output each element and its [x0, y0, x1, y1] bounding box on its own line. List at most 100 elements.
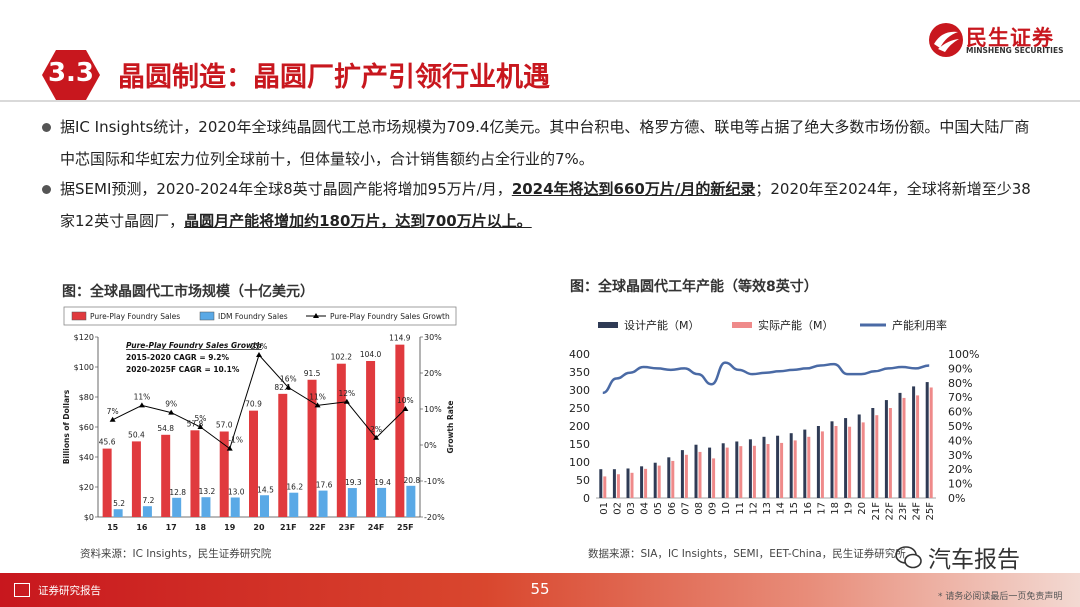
- y-tick-label: 200: [569, 420, 590, 433]
- page-number: 55: [530, 580, 550, 598]
- x-tick-label: 20: [857, 502, 868, 515]
- bar-pure-18: [190, 430, 200, 517]
- growth-point-24F: [373, 434, 380, 440]
- bar-design-08: [694, 444, 698, 498]
- growth-point-19: [226, 445, 233, 451]
- y2-tick-label: 30%: [948, 449, 972, 462]
- y2-tick-label: 50%: [948, 420, 972, 433]
- y-tick-label: 0: [583, 492, 590, 505]
- growth-label-20: 25%: [251, 342, 268, 351]
- bar-design-18: [830, 421, 834, 498]
- utilization-line: [602, 361, 930, 395]
- bar-actual-07: [684, 454, 688, 498]
- bar-label-pure-22F: 91.5: [304, 369, 321, 378]
- bar-pure-15: [102, 448, 112, 517]
- bar-actual-10: [725, 447, 729, 498]
- page-title: 晶圆制造：晶圆厂扩产引领行业机遇: [118, 62, 550, 93]
- x-tick-label: 09: [708, 502, 719, 515]
- bar-idm-15: [113, 509, 123, 517]
- x-tick-label: 05: [653, 502, 664, 515]
- legend-swatch-design: [598, 322, 618, 328]
- x-tick-label: 17: [816, 502, 827, 515]
- watermark-text: 汽车报告: [928, 547, 1020, 573]
- foundry-capacity-chart: 设计产能（M） 实际产能（M） 产能利用率050100150200250300350…: [569, 318, 979, 521]
- bar-label-pure-21F: 82.1: [274, 383, 291, 392]
- x-tick-label: 17: [166, 523, 177, 532]
- bar-pure-21F: [278, 393, 288, 517]
- growth-point-21F: [285, 384, 292, 390]
- y-tick-label: 100: [569, 456, 590, 469]
- growth-label-16: 11%: [134, 392, 151, 401]
- bar-design-23F: [898, 392, 902, 498]
- bar-design-11: [735, 441, 739, 498]
- growth-point-22F: [314, 402, 321, 408]
- bar-actual-06: [671, 460, 675, 498]
- y-tick-label: 300: [569, 384, 590, 397]
- bullet-2-highlight-2: 晶圆月产能将增加约180万片，达到700万片以上。: [184, 212, 532, 230]
- minsheng-logo-icon: [929, 23, 963, 57]
- y2-tick-label: 0%: [424, 441, 437, 450]
- bar-label-pure-16: 50.4: [128, 430, 145, 439]
- bar-idm-22F: [318, 490, 328, 517]
- bar-pure-19: [219, 431, 229, 517]
- y2-tick-label: 70%: [948, 391, 972, 404]
- footer-label: 证券研究报告: [38, 585, 101, 597]
- bullet-2-part2: ；2020年至2024年，全球将新增至少38家12英寸晶圆厂，: [60, 180, 1031, 230]
- bar-design-22F: [884, 400, 888, 498]
- bar-pure-22F: [307, 379, 317, 517]
- bar-label-idm-18: 13.2: [199, 487, 216, 496]
- y2-tick-label: 0%: [948, 492, 965, 505]
- bar-design-10: [721, 443, 725, 498]
- bar-actual-20: [861, 422, 865, 498]
- x-tick-label: 15: [107, 523, 119, 532]
- x-tick-label: 11: [735, 502, 746, 515]
- legend-label-idm: IDM Foundry Sales: [218, 312, 288, 321]
- growth-point-16: [138, 402, 145, 408]
- bar-label-idm-19: 13.0: [228, 488, 245, 497]
- bar-label-idm-17: 12.8: [169, 488, 186, 497]
- bar-idm-24F: [377, 487, 387, 517]
- bar-actual-03: [630, 472, 634, 498]
- x-tick-label: 01: [599, 502, 610, 515]
- y-tick-label: 400: [569, 348, 590, 361]
- bar-actual-21F: [875, 415, 879, 498]
- bullet-1: 据IC Insights统计，2020年全球纯晶圆代工总市场规模为709.4亿美…: [42, 111, 1038, 175]
- inset-line-2: 2020-2025F CAGR = 10.1%: [126, 365, 240, 374]
- bar-actual-08: [698, 451, 702, 498]
- bar-design-12: [748, 439, 752, 498]
- bar-idm-21F: [289, 492, 299, 517]
- x-tick-label: 24F: [912, 502, 923, 521]
- x-tick-label: 04: [640, 502, 651, 515]
- bar-idm-19: [230, 497, 240, 517]
- bullet-dot-icon: [42, 185, 51, 194]
- bar-label-pure-23F: 102.2: [331, 353, 353, 362]
- bar-actual-18: [834, 426, 838, 498]
- bar-actual-04: [644, 468, 648, 498]
- y-tick-label: $0: [84, 513, 94, 522]
- x-tick-label: 10: [721, 502, 732, 515]
- bar-pure-16: [131, 441, 141, 517]
- bar-design-07: [680, 450, 684, 498]
- inset-title: Pure-Play Foundry Sales Growth: [126, 341, 262, 350]
- bar-idm-16: [142, 506, 152, 517]
- x-tick-label: 23F: [898, 502, 909, 521]
- x-tick-label: 18: [195, 523, 207, 532]
- bullet-2-part1: 据SEMI预测，2020-2024年全球8英寸晶圆产能将增加95万片/月，: [60, 180, 512, 198]
- y2-tick-label: 90%: [948, 362, 972, 375]
- bar-design-25F: [925, 382, 929, 498]
- bar-actual-01: [603, 476, 607, 498]
- x-tick-label: 07: [680, 502, 691, 515]
- bar-label-pure-24F: 104.0: [360, 350, 382, 359]
- x-tick-label: 19: [844, 502, 855, 515]
- bar-label-idm-24F: 19.4: [374, 478, 391, 487]
- y-tick-label: $100: [74, 363, 94, 372]
- growth-point-17: [168, 409, 175, 415]
- legend-label-design: 设计产能（M）: [624, 318, 700, 332]
- bar-actual-25F: [929, 387, 933, 498]
- x-tick-label: 06: [667, 502, 678, 515]
- bar-design-17: [816, 426, 820, 498]
- y-tick-label: 250: [569, 402, 590, 415]
- bar-actual-09: [712, 458, 716, 498]
- growth-label-22F: 11%: [309, 392, 326, 401]
- bar-label-idm-15: 5.2: [113, 499, 125, 508]
